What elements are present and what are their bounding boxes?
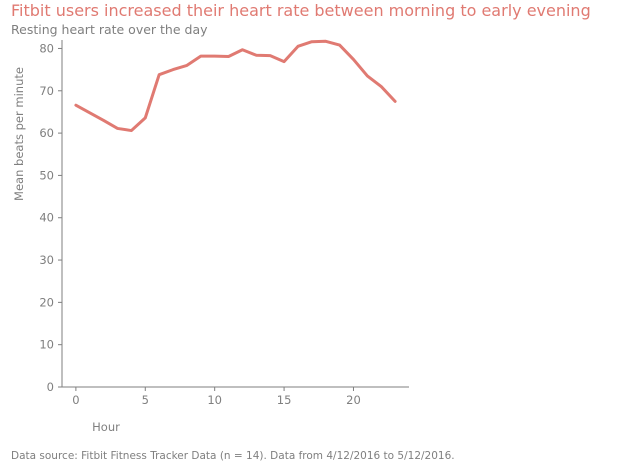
y-tick-label-40: 40: [39, 211, 54, 225]
y-tick-label-20: 20: [39, 295, 54, 309]
y-tick-label-60: 60: [39, 126, 54, 140]
y-tick-label-0: 0: [47, 380, 54, 394]
chart-title: Fitbit users increased their heart rate …: [11, 1, 591, 20]
y-tick-label-80: 80: [39, 41, 54, 55]
x-tick-label-20: 20: [346, 393, 361, 407]
y-tick-label-30: 30: [39, 253, 54, 267]
y-tick-label-10: 10: [39, 338, 54, 352]
y-axis: 0 10 20 30 40 50 60 70 80: [39, 40, 63, 394]
x-axis-label: Hour: [92, 420, 120, 434]
chart-caption: Data source: Fitbit Fitness Tracker Data…: [11, 450, 455, 462]
x-tick-label-10: 10: [207, 393, 222, 407]
series-group: [74, 39, 397, 133]
y-tick-label-50: 50: [39, 168, 54, 182]
y-tick-label-70: 70: [39, 84, 54, 98]
y-axis-label: Mean beats per minute: [12, 67, 26, 201]
x-tick-label-15: 15: [277, 393, 292, 407]
x-axis: 0 5 10 15 20: [62, 386, 409, 407]
x-tick-label-0: 0: [72, 393, 79, 407]
series-line-0: [74, 39, 397, 133]
x-tick-label-5: 5: [142, 393, 149, 407]
chart-subtitle: Resting heart rate over the day: [11, 22, 208, 37]
